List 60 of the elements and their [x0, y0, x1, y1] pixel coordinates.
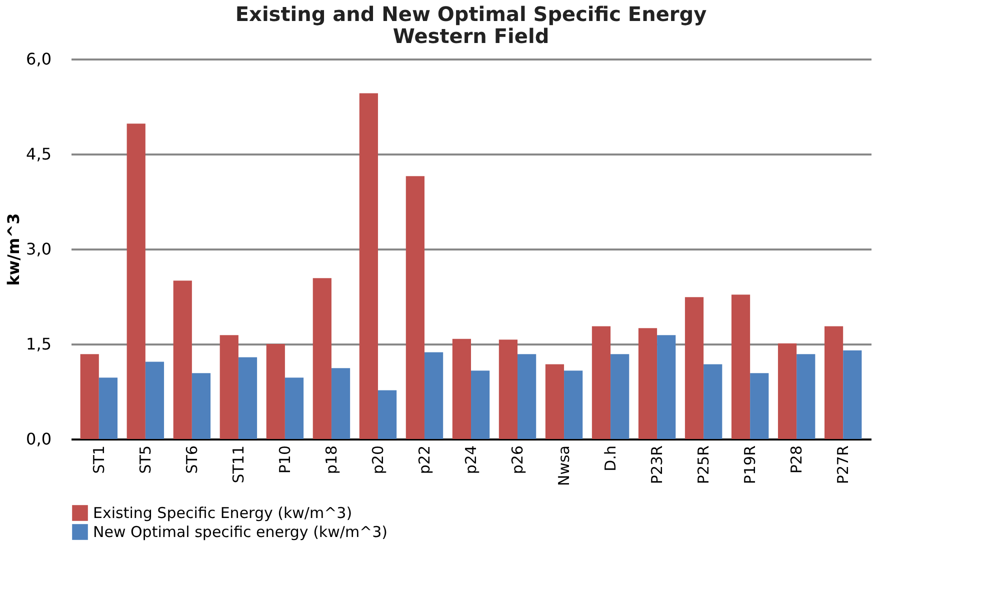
bar — [359, 93, 378, 439]
bar — [378, 390, 397, 439]
bar — [778, 343, 797, 439]
y-tick-label: 1,5 — [26, 334, 52, 354]
bar — [173, 280, 192, 439]
bar — [731, 294, 750, 439]
x-tick-label: p18 — [322, 446, 340, 474]
bar — [192, 373, 211, 439]
bar — [238, 357, 258, 439]
bar — [452, 338, 471, 439]
x-tick-label: ST6 — [182, 446, 201, 474]
bar — [145, 362, 164, 439]
bar — [592, 326, 611, 439]
bar — [126, 124, 146, 439]
bar — [610, 354, 630, 439]
x-tick-label: Nwsa — [555, 446, 574, 486]
y-tick-label: 4,5 — [26, 144, 52, 164]
x-tick-label: p20 — [368, 446, 387, 474]
x-tick-label: ST1 — [90, 446, 108, 474]
bar — [312, 278, 332, 439]
x-tick-label: P19R — [741, 446, 760, 484]
legend-label: Existing Specific Energy (kw/m^3) — [93, 504, 352, 522]
bar — [684, 297, 704, 439]
bar — [545, 364, 564, 439]
legend-label: New Optimal specific energy (kw/m^3) — [93, 523, 388, 541]
bar — [220, 335, 238, 439]
bar — [331, 368, 350, 439]
x-tick-label: P27R — [834, 446, 852, 484]
y-tick-label: 3,0 — [26, 240, 52, 258]
bar — [638, 328, 658, 439]
x-tick-label: P25R — [694, 446, 713, 484]
bar — [518, 354, 536, 439]
bar — [80, 354, 99, 439]
x-tick-label: ST5 — [136, 446, 154, 474]
bar — [657, 335, 676, 439]
bar — [843, 350, 862, 439]
bar — [564, 370, 583, 439]
x-tick-label: p26 — [508, 446, 527, 474]
bar — [424, 352, 444, 439]
x-tick-label: P23R — [648, 446, 666, 484]
bar — [750, 373, 769, 439]
bar — [284, 378, 304, 439]
bar — [98, 378, 118, 439]
bar — [824, 326, 844, 439]
bar — [266, 344, 285, 439]
x-tick-label: p24 — [462, 446, 480, 474]
bar — [471, 370, 490, 439]
bar — [406, 176, 424, 439]
bar — [704, 364, 722, 439]
chart-title: Existing and New Optimal Specific Energy Western Field — [235, 2, 707, 48]
x-tick-label: ST11 — [229, 446, 248, 484]
bar — [498, 340, 518, 439]
bar — [796, 354, 816, 439]
x-tick-label: D.h — [602, 446, 620, 472]
x-tick-label: p22 — [415, 446, 434, 474]
y-tick-label: 0,0 — [26, 430, 52, 448]
x-tick-label: P28 — [788, 446, 806, 474]
y-tick-label: 6,0 — [26, 50, 52, 68]
x-tick-label: P10 — [276, 446, 294, 474]
y-axis-title: kw/m^3 — [4, 213, 24, 286]
